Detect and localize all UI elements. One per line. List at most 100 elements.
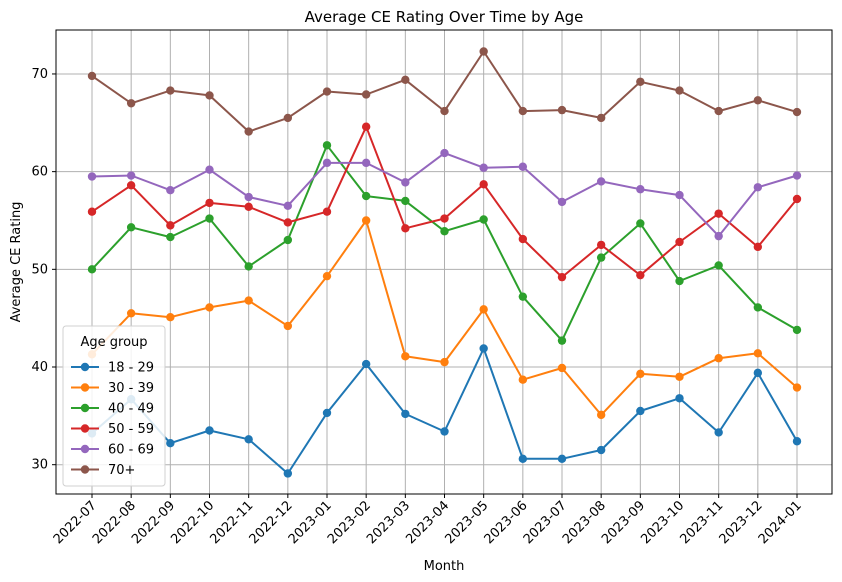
data-point bbox=[518, 106, 528, 116]
series-1 bbox=[87, 344, 802, 478]
x-axis-title: Month bbox=[424, 559, 465, 574]
y-tick-label: 50 bbox=[31, 262, 48, 277]
legend-label: 60 - 69 bbox=[108, 443, 154, 458]
data-point bbox=[636, 185, 645, 194]
series-4 bbox=[87, 122, 802, 282]
data-point bbox=[596, 113, 606, 123]
data-point bbox=[322, 87, 332, 96]
data-point bbox=[244, 435, 253, 444]
data-point bbox=[479, 180, 488, 189]
data-point bbox=[753, 349, 763, 358]
data-point bbox=[244, 296, 253, 305]
x-tick-label: 2024-01 bbox=[756, 498, 805, 547]
data-point bbox=[753, 96, 763, 105]
data-point bbox=[87, 265, 97, 274]
legend-marker bbox=[80, 403, 90, 413]
data-point bbox=[322, 207, 332, 216]
data-point bbox=[753, 183, 763, 192]
data-point bbox=[636, 77, 645, 86]
data-point bbox=[714, 209, 723, 218]
data-point bbox=[166, 312, 175, 322]
data-point bbox=[283, 235, 293, 245]
data-point bbox=[126, 181, 136, 190]
data-point bbox=[479, 215, 488, 224]
data-point bbox=[753, 368, 763, 378]
y-tick-label: 30 bbox=[31, 458, 48, 473]
data-point bbox=[714, 106, 723, 116]
data-point bbox=[205, 214, 214, 223]
data-point bbox=[792, 383, 802, 392]
legend-item: 40 - 49 bbox=[71, 402, 154, 417]
legend-title: Age group bbox=[80, 335, 147, 350]
data-point bbox=[205, 303, 214, 312]
legend: Age group 18 - 29 30 - 39 40 - 49 50 - 59 60 … bbox=[62, 325, 166, 487]
legend-label: 70+ bbox=[108, 463, 135, 478]
data-point bbox=[244, 262, 253, 271]
data-point bbox=[166, 221, 175, 230]
data-point bbox=[596, 240, 606, 250]
data-point bbox=[518, 375, 528, 384]
data-point bbox=[596, 253, 606, 262]
data-point bbox=[440, 427, 449, 436]
data-point bbox=[557, 272, 567, 282]
data-point bbox=[401, 75, 410, 85]
data-point bbox=[675, 190, 684, 200]
chart-title: Average CE Rating Over Time by Age bbox=[305, 8, 584, 26]
data-point bbox=[792, 171, 802, 180]
legend-marker bbox=[80, 383, 90, 392]
data-point bbox=[479, 344, 488, 353]
y-tick-label: 40 bbox=[31, 360, 48, 375]
legend-label: 50 - 59 bbox=[108, 422, 154, 437]
data-point bbox=[283, 113, 293, 123]
series-5 bbox=[87, 148, 802, 241]
data-point bbox=[401, 352, 410, 361]
data-point bbox=[557, 336, 567, 345]
data-point bbox=[205, 165, 214, 174]
data-point bbox=[401, 224, 410, 233]
data-point bbox=[636, 406, 645, 416]
y-tick-label: 70 bbox=[31, 67, 48, 82]
data-point bbox=[401, 196, 410, 206]
data-point bbox=[126, 171, 136, 180]
data-point bbox=[322, 158, 332, 168]
data-point bbox=[126, 223, 136, 232]
x-axis-ticks: 2022-072022-082022-092022-102022-112022-… bbox=[51, 494, 805, 547]
data-point bbox=[361, 359, 371, 369]
data-point bbox=[87, 172, 97, 181]
data-point bbox=[166, 86, 175, 95]
data-point bbox=[675, 276, 684, 286]
data-point bbox=[166, 186, 175, 195]
data-point bbox=[283, 469, 293, 478]
data-point bbox=[401, 178, 410, 187]
y-axis-title: Average CE Rating bbox=[9, 202, 24, 323]
data-point bbox=[753, 242, 763, 252]
data-point bbox=[714, 354, 723, 363]
data-point bbox=[714, 428, 723, 437]
data-point bbox=[636, 270, 645, 280]
data-point bbox=[714, 231, 723, 241]
data-point bbox=[283, 218, 293, 227]
data-point bbox=[440, 106, 449, 116]
data-point bbox=[557, 363, 567, 373]
data-point bbox=[205, 426, 214, 435]
data-point bbox=[166, 232, 175, 242]
legend-item: 60 - 69 bbox=[71, 443, 154, 458]
data-point bbox=[244, 202, 253, 212]
data-point bbox=[479, 305, 488, 314]
data-point bbox=[205, 91, 214, 100]
data-point bbox=[440, 227, 449, 236]
data-point bbox=[792, 194, 802, 204]
data-point bbox=[322, 408, 332, 418]
legend-label: 30 - 39 bbox=[108, 381, 154, 396]
data-point bbox=[440, 148, 449, 158]
legend-label: 18 - 29 bbox=[108, 361, 154, 376]
data-point bbox=[361, 122, 371, 131]
legend-item: 30 - 39 bbox=[71, 381, 154, 396]
data-point bbox=[636, 369, 645, 379]
series-6 bbox=[87, 47, 802, 136]
data-point bbox=[518, 292, 528, 301]
data-point bbox=[792, 325, 802, 335]
data-point bbox=[205, 198, 214, 208]
data-point bbox=[557, 105, 567, 115]
